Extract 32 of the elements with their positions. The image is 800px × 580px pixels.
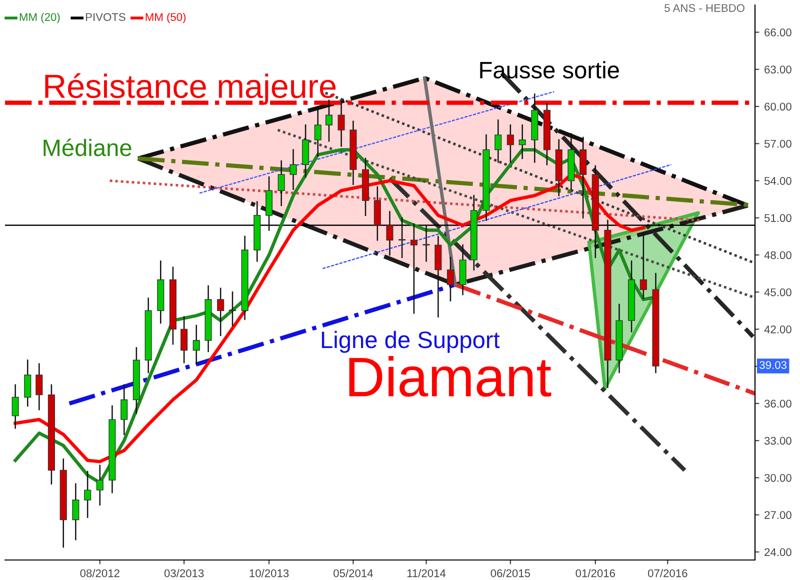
y-tick-label: 57.00 [764, 140, 792, 148]
y-tick-label: 24.00 [764, 548, 792, 556]
x-tick-label: 01/2016 [576, 569, 615, 578]
annotation: Diamant [349, 356, 552, 397]
x-tick-label: 08/2012 [80, 569, 120, 578]
x-tick-label: 11/2014 [407, 569, 446, 578]
y-tick-label: 33.00 [764, 436, 792, 445]
annotation: Médiane [44, 138, 132, 156]
x-tick-label: 10/2013 [250, 569, 289, 578]
y-tick-label: 45.00 [764, 288, 792, 296]
annotation: Ligne de Support [322, 330, 500, 353]
y-tick-label: 51.00 [764, 214, 792, 222]
y-tick-label: 42.00 [764, 325, 792, 334]
x-tick-label: 06/2015 [490, 569, 530, 578]
y-tick-label: 48.00 [764, 251, 792, 260]
y-tick-label: 27.00 [764, 511, 792, 519]
y-tick-label: 60.00 [764, 102, 792, 111]
y-tick-label: 54.00 [764, 176, 792, 185]
y-tick-label: 30.00 [764, 474, 792, 482]
x-tick-label: 03/2013 [164, 569, 204, 578]
ref-line-label: Résistance majeure [45, 73, 336, 105]
legend-label: MM (20) [20, 12, 60, 24]
x-tick-label: 05/2014 [334, 569, 373, 578]
y-tick-label: 66.00 [764, 28, 792, 36]
x-tick-label: 07/2016 [648, 569, 688, 578]
legend-label: PIVOTS [86, 13, 126, 21]
annotation: Fausse sortie [480, 61, 619, 78]
y-tick-label: 63.00 [764, 66, 792, 74]
legend-label: MM (50) [146, 12, 186, 24]
chart-subtitle: 5 ANS - HEBDO [664, 4, 744, 12]
text: 39.03 [760, 361, 786, 369]
y-tick-label: 36.00 [764, 400, 792, 408]
